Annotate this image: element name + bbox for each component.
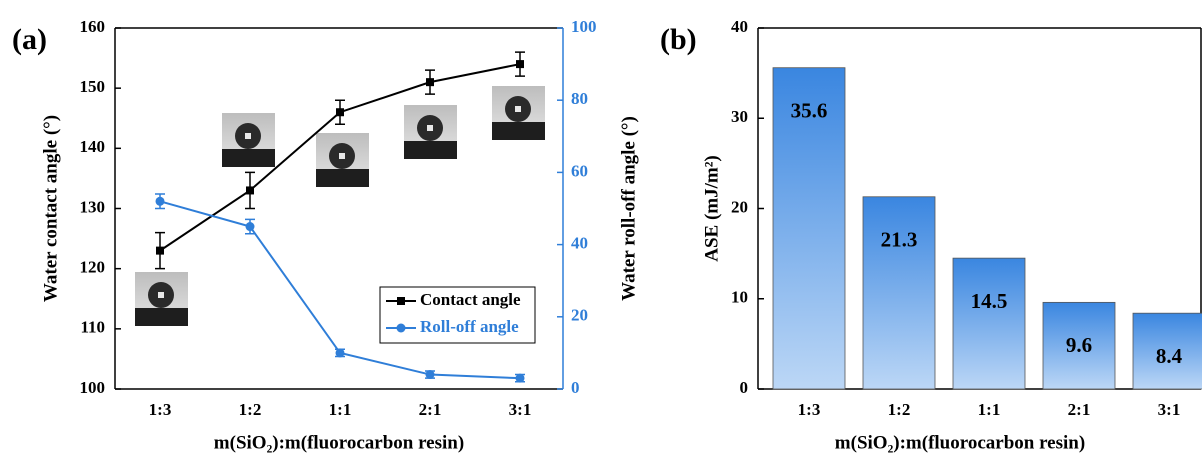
marker: [396, 323, 406, 333]
marker: [516, 60, 524, 69]
y2-tick-label: 60: [571, 161, 588, 180]
value-label: 21.3: [881, 228, 918, 252]
legend-label: Contact angle: [420, 290, 521, 309]
x-tick-label: 1:2: [888, 400, 911, 419]
x-tick-label: 2:1: [419, 400, 442, 419]
marker: [425, 370, 435, 380]
marker: [397, 297, 405, 305]
x-tick-label: 1:2: [239, 400, 262, 419]
y-axis-title: ASE (mJ/m²): [701, 155, 722, 262]
x-tick-label: 1:3: [798, 400, 821, 419]
value-label: 35.6: [791, 99, 828, 123]
marker: [426, 78, 434, 87]
bar: [1042, 301, 1116, 390]
y-tick-label: 0: [740, 378, 749, 397]
x-tick-label: 1:1: [329, 400, 352, 419]
marker: [515, 373, 525, 383]
y2-tick-label: 100: [571, 17, 597, 36]
bar: [772, 67, 846, 390]
marker: [156, 246, 164, 255]
value-label: 8.4: [1156, 344, 1183, 368]
marker: [246, 186, 254, 195]
bar: [1132, 312, 1202, 390]
marker: [155, 196, 165, 206]
y-tick-label: 10: [731, 288, 748, 307]
y-tick-label: 100: [80, 378, 106, 397]
marker: [336, 108, 344, 117]
panel-label: (a): [12, 23, 47, 56]
y-tick-label: 110: [80, 318, 105, 337]
x-axis-title: m(SiO₂):m(fluorocarbon resin): [835, 432, 1085, 453]
panel-label: (b): [660, 23, 697, 56]
y-tick-label: 150: [80, 77, 106, 96]
value-label: 14.5: [971, 289, 1008, 313]
bar: [952, 257, 1026, 390]
y-tick-label: 20: [731, 197, 748, 216]
bar: [862, 196, 936, 390]
y-tick-label: 130: [80, 197, 106, 216]
y-tick-label: 30: [731, 107, 748, 126]
x-tick-label: 1:3: [149, 400, 172, 419]
x-tick-label: 1:1: [978, 400, 1001, 419]
y2-axis-title: Water roll-off angle (°): [618, 116, 639, 301]
legend-label: Roll-off angle: [420, 317, 519, 336]
y-tick-label: 160: [80, 17, 106, 36]
x-axis-title: m(SiO₂):m(fluorocarbon resin): [214, 432, 464, 453]
x-tick-label: 3:1: [1158, 400, 1181, 419]
y2-tick-label: 40: [571, 234, 588, 253]
y-tick-label: 40: [731, 17, 748, 36]
y2-tick-label: 0: [571, 378, 580, 397]
legend-box: [379, 286, 536, 344]
y-tick-label: 120: [80, 258, 106, 277]
y2-tick-label: 20: [571, 306, 588, 325]
value-label: 9.6: [1066, 333, 1092, 357]
marker: [245, 222, 255, 232]
y-tick-label: 140: [80, 137, 106, 156]
marker: [335, 348, 345, 358]
x-tick-label: 2:1: [1068, 400, 1091, 419]
y2-tick-label: 80: [571, 89, 588, 108]
x-tick-label: 3:1: [509, 400, 532, 419]
y-axis-title: Water contact angle (°): [40, 115, 61, 302]
